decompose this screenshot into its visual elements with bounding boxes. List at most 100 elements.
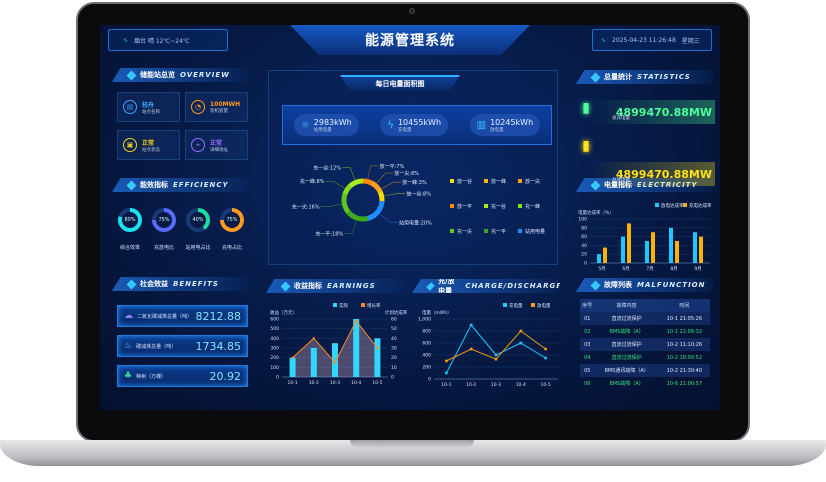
section-title-en: CHARGE/DISCHARGE — [465, 282, 562, 290]
benefit-label: 种树（万棵） — [136, 373, 167, 380]
table-row[interactable]: 03 直流过流保护 10-2 11:10:26 — [580, 338, 710, 351]
legend-label: 充一峰 — [525, 203, 540, 210]
benefits-title: 社会效益 BENEFITS — [112, 277, 252, 291]
legend-swatch — [655, 203, 659, 207]
efficiency-ring-value: 80% — [122, 212, 138, 228]
legend-swatch — [531, 303, 535, 307]
y-tick-label: 600 — [270, 317, 279, 323]
y-tick-label: 200 — [422, 365, 431, 371]
overview-title: 储能站总览 OVERVIEW — [112, 68, 252, 82]
y-right-tick-label: 0 — [391, 375, 394, 381]
x-tick-label: 10-1 — [441, 382, 451, 388]
camera-icon — [409, 8, 415, 14]
cell-no: 01 — [580, 312, 595, 325]
legend-label: 增长率 — [367, 302, 381, 309]
section-title-cn: 故障列表 — [604, 281, 632, 289]
efficiency-ring: 40% — [186, 208, 210, 232]
section-title-en: EFFICIENCY — [173, 181, 229, 189]
legend-swatch — [333, 303, 337, 307]
legend-swatch — [683, 203, 687, 207]
donut-leader-line — [367, 165, 379, 179]
donut-slice-label: 放一尖:8% — [394, 170, 419, 177]
y-tick-label: 60 — [581, 234, 587, 240]
donut-slice-label: 充一平:18% — [315, 230, 343, 237]
tree-icon: ♣ — [124, 371, 133, 381]
electricity-bar — [651, 232, 655, 263]
status-icon: ▣ — [123, 138, 137, 152]
table-row[interactable]: 01 直流过流保护 10-1 21:05:26 — [580, 312, 710, 325]
benefit-value: 20.92 — [209, 369, 242, 383]
efficiency-ring: 80% — [118, 208, 142, 232]
legend-label: 充一尖 — [457, 228, 472, 235]
statistic-item: 4899470.88MW 总充电量 — [590, 100, 715, 124]
benefit-label: 碳减排总量（吨） — [136, 343, 177, 350]
efficiency-ring-label: 充放电比 — [153, 245, 174, 251]
series-point — [519, 329, 523, 333]
statistic-item: 4899470.88MW 总放电量 — [590, 162, 715, 186]
diamond-icon — [126, 279, 137, 289]
y-tick-label: 0 — [584, 261, 587, 267]
electricity-bar — [627, 223, 631, 263]
donut-slice — [348, 178, 364, 189]
donut-slice-label: 充一谷:12% — [313, 164, 341, 171]
legend-swatch — [518, 204, 522, 208]
section-title-en: STATISTICS — [637, 73, 691, 81]
daily-stat-text: 2983kWh 站用电量 — [314, 118, 352, 133]
x-tick-label: 10-1 — [287, 380, 297, 386]
legend-label: 充一谷 — [491, 203, 506, 210]
y-tick-label: 40 — [581, 243, 587, 249]
legend-label: 放电达成率 — [661, 202, 684, 209]
cell-content: BMS故障（A） — [609, 381, 644, 387]
y-tick-label: 300 — [270, 346, 279, 352]
weekday: 星期三 — [681, 37, 700, 45]
donut-slice — [341, 193, 351, 214]
pulse-icon: ∿ — [601, 36, 607, 44]
x-tick-label: 5月 — [598, 266, 605, 272]
axes: 0 20 40 60 80 100 5月 6月 7月 8月 9月 电量达成率（%） 放电达成率 充电达成率 — [578, 202, 712, 272]
x-tick-label: 10-4 — [516, 382, 526, 388]
growth-rate-point — [355, 319, 358, 323]
cell-time: 10-2 11:10:26 — [658, 338, 710, 351]
charge-discharge-chart: 0 200 400 600 800 1,000 10-1 10-2 10-3 10-4 10-5 电量… — [418, 302, 558, 388]
y-axis-label: 电量（mWh） — [422, 309, 452, 316]
efficiency-ring-label: 站用电占比 — [185, 245, 211, 251]
y-tick-label: 20 — [581, 252, 587, 258]
overview-value: 正常 — [142, 139, 155, 147]
legend-label: 放一峰 — [491, 178, 506, 185]
cloud-icon: ☁ — [124, 311, 133, 321]
series-line — [445, 324, 546, 374]
legend-swatch — [361, 303, 365, 307]
pie-icon: ◔ — [191, 100, 205, 114]
benefit-item: ♨ 碳减排总量（吨） 1734.85 — [117, 335, 248, 357]
x-tick-label: 9月 — [694, 266, 701, 272]
table-row[interactable]: 05 BMS通讯故障（A） 10-2 21:30:40 — [580, 364, 710, 377]
table-row[interactable]: 04 直流过流保护 10-2 18:00:52 — [580, 351, 710, 364]
x-tick-label: 6月 — [622, 266, 629, 272]
legend-label: 充电达成率 — [689, 202, 712, 209]
table-row[interactable]: 02 BMS故障（A） 10-1 22:06:32 — [580, 325, 710, 338]
earnings-title: 收益指标 EARNINGS — [266, 279, 406, 293]
x-tick-label: 7月 — [646, 266, 653, 272]
donut-leader-line — [381, 181, 402, 190]
electricity-bar — [669, 227, 673, 263]
daily-stat-label: 充电量 — [397, 127, 412, 133]
y-axis-label: 电量达成率（%） — [578, 209, 614, 216]
y-tick-label: 80 — [581, 225, 587, 231]
x-tick-label: 10-5 — [540, 382, 550, 388]
donut-slice-label: 放一平:7% — [380, 163, 405, 170]
cell-time: 10-1 21:05:26 — [658, 312, 710, 325]
donut-leader-line — [320, 203, 342, 207]
diamond-icon — [426, 281, 435, 291]
overview-label: 站点名称 — [142, 109, 160, 115]
overview-value: 100MWH — [210, 100, 241, 108]
legend-swatch — [484, 179, 488, 183]
earnings-chart: 0 0 100 10 200 20 300 30 400 40 500 50 600 60 10-1 10-2… — [270, 302, 408, 386]
x-tick-label: 10-3 — [491, 382, 501, 388]
cell-no: 05 — [580, 364, 595, 377]
daily-stat-text: 10245kWh 放电量 — [490, 118, 533, 133]
series-point — [544, 356, 547, 360]
diamond-icon — [590, 72, 601, 82]
y-tick-label: 100 — [270, 365, 279, 371]
table-row[interactable]: 06 BMS故障（A） 10-6 21:00:57 — [580, 377, 710, 390]
legend-swatch — [484, 204, 488, 208]
